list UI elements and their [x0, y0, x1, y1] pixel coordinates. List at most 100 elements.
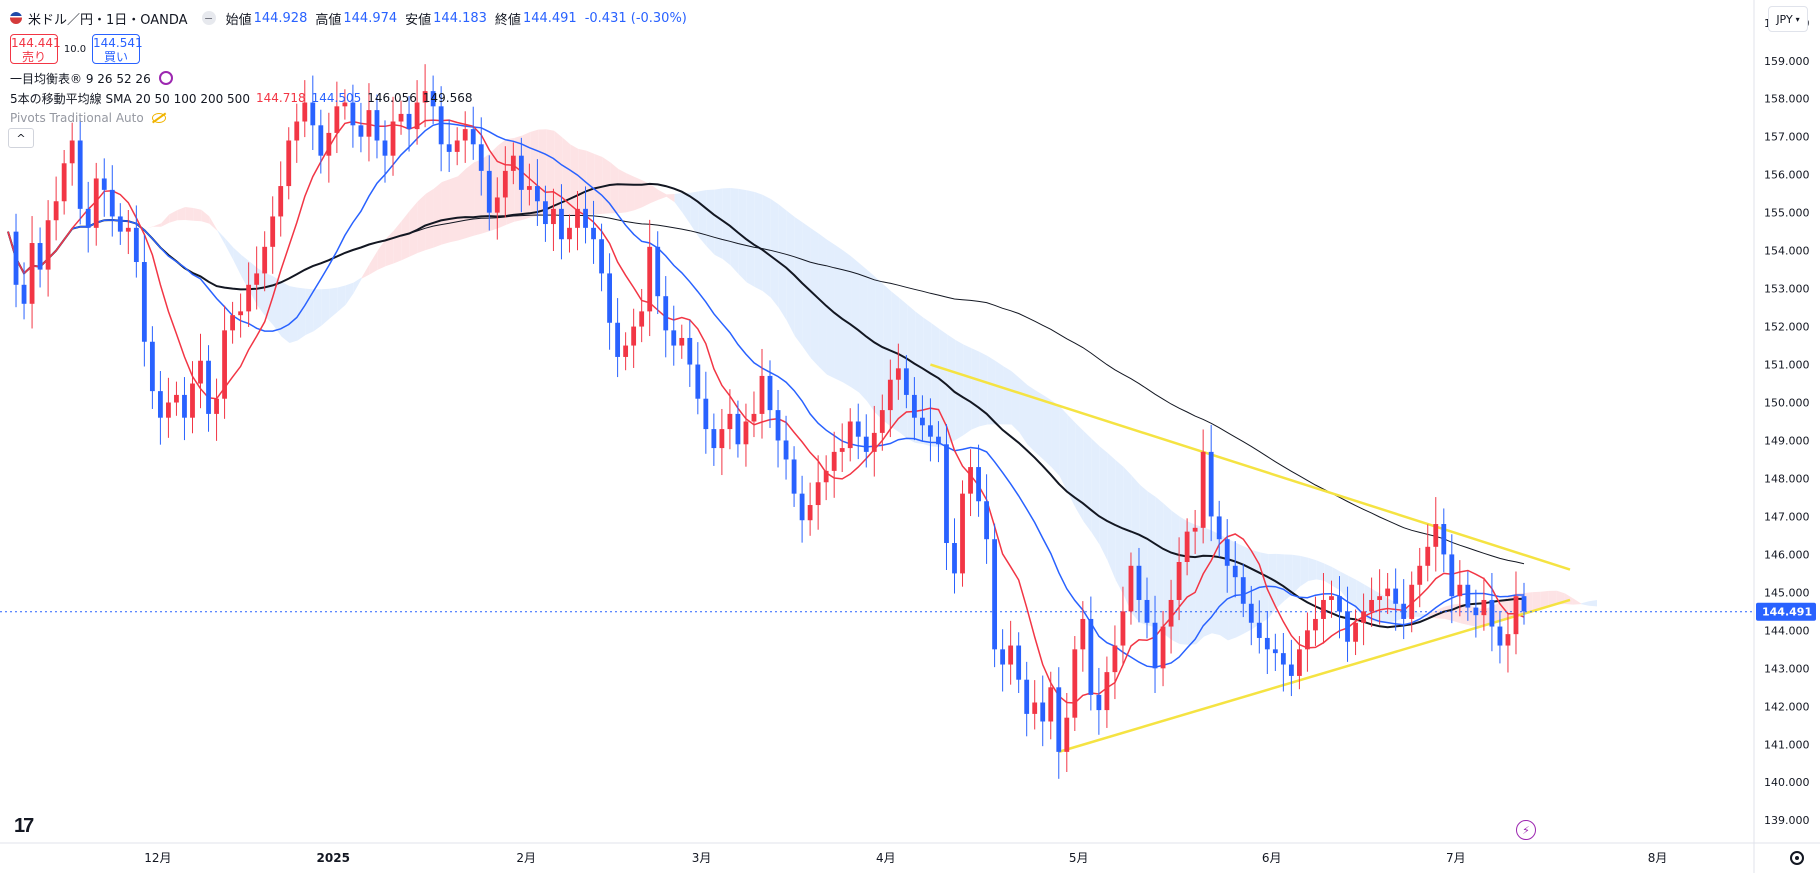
candle-body [37, 243, 43, 270]
eye-off-icon[interactable] [151, 113, 166, 123]
cloud-segment [145, 226, 154, 229]
candle-body [992, 539, 998, 650]
cloud-segment [754, 192, 763, 292]
candle-body [1112, 645, 1118, 673]
candle-body [831, 451, 837, 471]
candle-body [920, 417, 925, 426]
candle-body [1072, 649, 1078, 718]
candle-body [799, 493, 805, 521]
sma-legend[interactable]: 5本の移動平均線 SMA 20 50 100 200 500 144.718 1… [10, 88, 695, 108]
currency-label: JPY [1776, 12, 1793, 26]
candle-body [655, 246, 661, 297]
candle-body [1457, 584, 1463, 597]
candle-body [847, 421, 853, 449]
cloud-segment [353, 277, 362, 293]
cloud-segment [1171, 510, 1180, 645]
cloud-segment [786, 210, 795, 337]
candle-body [390, 121, 396, 156]
candle-body [1409, 584, 1415, 619]
tradingview-logo[interactable]: 17 [14, 815, 34, 837]
pivots-legend[interactable]: Pivots Traditional Auto [10, 108, 695, 128]
cloud-segment [650, 184, 659, 204]
symbol-title[interactable]: 米ドル／円・1日・OANDA [28, 12, 188, 28]
candle-body [342, 102, 348, 107]
candle-body [358, 125, 364, 137]
lightning-icon[interactable]: ⚡ [1516, 820, 1536, 840]
candle-body [663, 296, 669, 331]
trade-buttons: 144.441 売り 10.0 144.541 買い [10, 34, 695, 64]
price-axis: 160.000159.000158.000157.000156.000155.0… [1756, 17, 1816, 827]
candle-body [478, 144, 484, 171]
price-tick-label: 153.000 [1764, 283, 1810, 296]
candle-body [1208, 451, 1214, 517]
candle-body [583, 208, 588, 228]
currency-selector[interactable]: JPY ▾ [1768, 6, 1808, 32]
candle-body [1216, 516, 1222, 540]
cloud-segment [1083, 430, 1092, 533]
price-tick-label: 154.000 [1764, 245, 1810, 258]
cloud-segment [618, 169, 627, 214]
price-tick-label: 139.000 [1764, 814, 1810, 827]
price-tick-label: 143.000 [1764, 662, 1810, 675]
candle-body [1369, 599, 1375, 612]
candle-body [711, 429, 717, 449]
cloud-segment [209, 216, 218, 231]
sell-label: 売り [21, 50, 46, 64]
candle-body [727, 413, 733, 430]
candle-body [615, 322, 621, 357]
cloud-segment [923, 317, 932, 447]
sell-button[interactable]: 144.441 売り [10, 34, 61, 64]
candle-body [133, 227, 139, 263]
open-label: 始値 [225, 12, 252, 28]
candle-body [534, 186, 540, 202]
cloud-segment [666, 193, 675, 203]
cloud-segment [1324, 563, 1333, 586]
candle-body [1144, 599, 1150, 623]
candle-body [895, 368, 901, 380]
candle-body [1305, 630, 1310, 650]
settings-icon[interactable] [1790, 851, 1804, 865]
candle-body [1256, 622, 1262, 638]
currency-flag-icon [10, 12, 22, 24]
ichimoku-legend[interactable]: 一目均衡表® 9 26 52 26 [10, 68, 695, 88]
candle-body [77, 140, 83, 209]
sell-price: 144.441 [11, 36, 61, 50]
candle-body [1152, 622, 1158, 669]
buy-button[interactable]: 144.541 買い [92, 34, 143, 64]
cloud-segment [979, 351, 988, 427]
candle-body [1088, 618, 1094, 695]
candle-body [1192, 527, 1198, 532]
collapse-legend-button[interactable]: ^ [8, 128, 34, 148]
candle-body [518, 155, 524, 190]
candle-body [446, 144, 452, 152]
candle-body [13, 231, 19, 285]
sma-label: 5本の移動平均線 SMA 20 50 100 200 500 [10, 91, 250, 106]
cloud-segment [1236, 542, 1245, 638]
candle-body [1377, 596, 1383, 600]
candle-body [944, 444, 949, 544]
cloud-segment [1292, 554, 1301, 595]
candle-body [93, 178, 99, 228]
cloud-segment [1548, 590, 1557, 607]
candle-body [887, 379, 893, 411]
cloud-segment [1051, 400, 1060, 476]
cloud-segment [377, 238, 386, 270]
candle-body [855, 421, 861, 437]
candle-body [374, 110, 380, 141]
cloud-segment [1540, 590, 1549, 610]
cloud-segment [1203, 527, 1212, 637]
cloud-segment [626, 173, 635, 213]
cloud-segment [939, 328, 948, 448]
candle-body [1361, 611, 1366, 623]
candle-body [502, 170, 508, 198]
spread-value: 10.0 [63, 43, 87, 55]
candle-body [1521, 596, 1527, 612]
cloud-segment [417, 193, 426, 253]
price-tick-label: 155.000 [1764, 207, 1810, 220]
hide-series-icon[interactable]: − [201, 11, 216, 25]
candle-body [1120, 611, 1126, 646]
candle-body [1048, 687, 1054, 722]
cloud-segment [1091, 438, 1100, 545]
